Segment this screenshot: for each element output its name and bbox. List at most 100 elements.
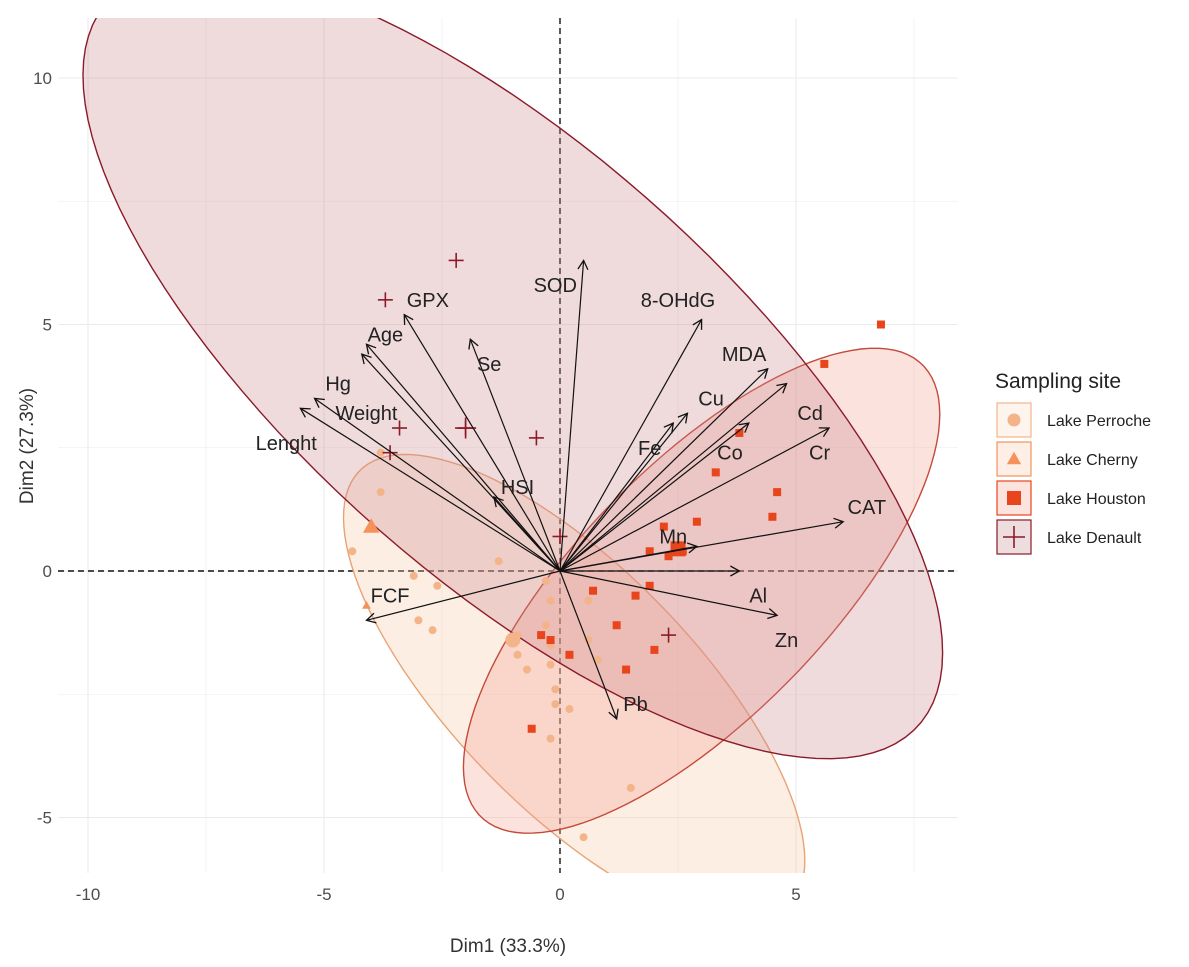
point-lake-houston [645,547,654,556]
point-lake-houston [527,724,536,733]
point-lake-houston [735,428,744,437]
point-lake-houston [692,517,701,526]
legend-label-lake-perroche: Lake Perroche [1047,413,1151,430]
ellipse-lake-houston [462,347,941,834]
y-tick-label: -5 [37,809,52,828]
point-lake-houston [876,320,885,329]
confidence-ellipses [82,18,944,873]
label-mda: MDA [722,344,767,366]
arrow-age [365,343,561,572]
point-lake-perroche [584,636,593,645]
legend-item-lake-cherny: Lake Cherny [996,441,1138,477]
arrow-fe [559,422,675,572]
label-fe: Fe [638,438,661,460]
axis-ticks: -10 -5 0 5 -5 0 5 10 [33,69,801,904]
point-lake-perroche [541,621,550,630]
arrow-8-ohdg [559,318,703,572]
legend-item-lake-perroche: Lake Perroche [996,402,1151,438]
point-lake-houston [589,586,598,595]
label-weight: Weight [336,403,398,425]
label-hsi: HSI [501,477,534,499]
point-lake-houston [711,468,720,477]
label-gpx: GPX [407,290,449,312]
label-al: Al [749,586,767,608]
point-lake-perroche [414,616,423,625]
arrow-mn [559,542,699,572]
label-fcf: FCF [371,586,410,608]
zero-lines [58,18,958,873]
point-lake-houston [645,581,654,590]
point-lake-perroche [551,685,560,694]
point-lake-perroche [546,660,555,669]
point-lake-denault [377,292,393,308]
label-co: Co [717,443,743,465]
variable-arrows [299,259,845,721]
arrow-mda [559,367,769,572]
point-lake-perroche [376,488,385,497]
legend-title: Sampling site [995,370,1121,393]
panel-background [58,18,958,873]
legend-marker-lake-houston [1007,491,1021,505]
point-lake-houston [650,645,659,654]
arrow-pb [559,570,619,721]
label-mn: Mn [659,526,687,548]
label-cu: Cu [698,388,724,410]
arrow-co [559,422,750,572]
point-lake-perroche [546,734,555,743]
label-zn: Zn [775,630,798,652]
label-sod: SOD [534,275,577,297]
point-lake-perroche [522,665,531,674]
legend-item-lake-houston: Lake Houston [996,480,1146,516]
point-lake-perroche [433,581,442,590]
point-lake-denault [392,420,408,436]
point-lake-denault [382,445,398,461]
individual-points [348,252,885,842]
point-lake-houston [768,512,777,521]
point-lake-denault [528,430,544,446]
legend-marker-lake-perroche [1007,413,1021,427]
point-lake-cherny [362,601,371,609]
label-cd: Cd [797,403,823,425]
arrow-gpx [403,313,561,572]
point-lake-houston [537,631,546,640]
point-lake-denault [552,528,568,544]
point-lake-houston [664,552,673,561]
arrow-zn [559,570,779,620]
arrow-sod [559,259,589,572]
x-tick-label: -10 [76,885,101,904]
label-hg: Hg [325,374,351,396]
point-lake-perroche [551,700,560,709]
arrow-cu [559,412,689,572]
point-lake-perroche [565,705,574,714]
point-lake-perroche [376,448,385,457]
x-tick-label: 5 [791,885,800,904]
point-lake-houston [659,522,668,531]
label-cr: Cr [809,443,830,465]
point-lake-houston [612,621,621,630]
point-lake-perroche [584,596,593,605]
centroid-lake-houston [670,541,686,557]
arrow-lenght [299,407,561,572]
y-axis-title: Dim2 (27.3%) [17,388,38,504]
label-lenght: Lenght [256,433,318,455]
point-lake-perroche [348,547,357,556]
label-cat: CAT [848,497,887,519]
legend-label-lake-denault: Lake Denault [1047,530,1142,547]
ellipse-lake-denault [82,18,944,760]
y-tick-label: 0 [43,562,52,581]
point-lake-perroche [593,655,602,664]
centroid-lake-perroche [505,632,521,648]
legend-label-lake-cherny: Lake Cherny [1047,452,1138,469]
x-axis-title: Dim1 (33.3%) [450,936,566,957]
arrow-cr [559,427,831,572]
point-lake-perroche [513,650,522,659]
y-tick-label: 5 [43,316,52,335]
ellipse-lake-perroche [342,453,806,873]
point-lake-houston [546,636,555,645]
point-lake-perroche [546,596,555,605]
legend-item-lake-denault: Lake Denault [996,519,1142,555]
point-lake-denault [661,627,677,643]
arrow-se [468,338,561,572]
